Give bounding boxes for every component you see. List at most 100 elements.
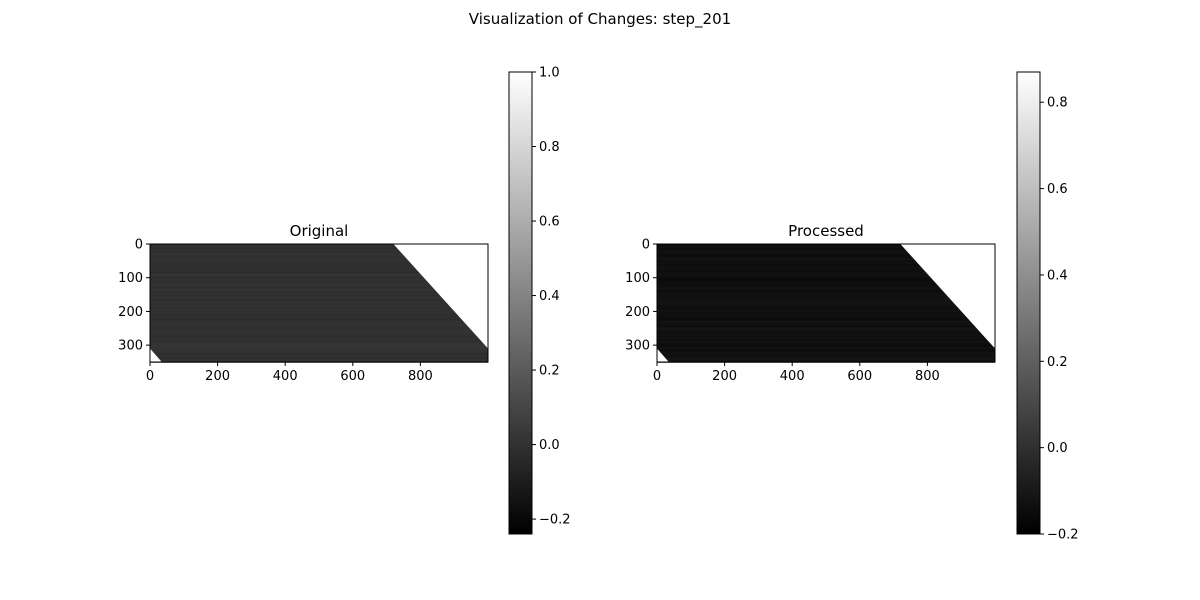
image-stripe [150, 354, 488, 357]
image-stripe [657, 303, 995, 305]
image-stripe [657, 281, 995, 284]
image-stripe [150, 281, 488, 284]
x-tick-label: 800 [408, 369, 433, 384]
x-tick-label: 400 [273, 369, 298, 384]
colorbar-tick-label: 0.2 [1047, 355, 1068, 370]
image-stripe [150, 285, 488, 288]
image-stripe [657, 324, 995, 327]
image-stripe [150, 304, 488, 307]
image-stripe [150, 257, 488, 260]
colorbar-tick-label: 0.6 [539, 215, 560, 230]
image-stripe [657, 316, 995, 319]
image-stripe [150, 297, 488, 300]
image-stripe [657, 335, 995, 338]
image-stripe [657, 330, 995, 332]
image-stripe [657, 337, 995, 339]
image-stripe [657, 270, 995, 273]
image-stripe [657, 289, 995, 292]
image-stripe [150, 299, 488, 301]
colorbar-tick-label: 0.8 [539, 140, 560, 155]
image-stripe [150, 279, 488, 281]
panel-original: Original 0 200 400 600 800 0 100 200 300 −0.2 0.0 0.… [118, 66, 571, 535]
image-stripe [657, 293, 995, 296]
image-stripe [150, 314, 488, 316]
colorbar-tick-label: −0.2 [539, 513, 571, 528]
image-stripe [657, 350, 995, 353]
image-stripe [150, 275, 488, 277]
image-stripe [150, 254, 488, 257]
panel-title: Processed [788, 222, 864, 240]
image-stripe [150, 288, 488, 291]
image-stripe [657, 272, 995, 274]
image-stripe [150, 316, 488, 319]
image-stripe [150, 320, 488, 323]
image-stripe [657, 342, 995, 345]
image-stripe [150, 342, 488, 345]
image-stripe [150, 265, 488, 268]
image-stripe [150, 328, 488, 331]
image-stripe [150, 319, 488, 322]
panel-title: Original [290, 222, 349, 240]
x-tick-label: 200 [205, 369, 230, 384]
image-stripe [150, 280, 488, 283]
image-stripe [150, 248, 488, 250]
image-stripe [150, 258, 488, 261]
image-stripe [150, 245, 488, 247]
colorbar-tick-label: 0.6 [1047, 182, 1068, 197]
image-stripe [657, 299, 995, 301]
image-stripe [150, 349, 488, 351]
image-stripe [150, 287, 488, 289]
image-stripe [150, 253, 488, 256]
colorbar-tick-label: −0.2 [1047, 528, 1079, 543]
image-stripe [150, 273, 488, 276]
image-bottom-left-triangle [657, 348, 669, 362]
image-stripe [150, 293, 488, 296]
image-stripe [150, 339, 488, 342]
image-stripe [150, 346, 488, 349]
image-stripe [657, 353, 995, 355]
image-stripe [657, 341, 995, 343]
image-stripe [150, 252, 488, 254]
image-stripe [657, 355, 995, 358]
image-stripe [150, 315, 488, 318]
image-stripe [150, 295, 488, 297]
y-tick-label: 200 [118, 305, 143, 320]
colorbar [508, 71, 533, 535]
image-stripe [657, 310, 995, 312]
image-stripe [657, 250, 995, 253]
image-stripe [657, 283, 995, 285]
image-stripe [657, 256, 995, 258]
image-stripe [150, 345, 488, 347]
image-stripe [657, 351, 995, 354]
image-stripe [657, 297, 995, 300]
image-stripe [657, 288, 995, 291]
image-stripe [150, 284, 488, 287]
image-stripe [657, 331, 995, 334]
image-stripe [150, 292, 488, 295]
image-stripe [657, 287, 995, 289]
image-stripe [657, 252, 995, 254]
image-stripe [657, 347, 995, 350]
image-stripe [150, 353, 488, 355]
image-stripe [150, 249, 488, 252]
image-stripe [657, 285, 995, 288]
image-stripe [150, 326, 488, 328]
image-stripe [657, 315, 995, 318]
image-stripe [150, 322, 488, 324]
image-stripe [150, 260, 488, 262]
image-stripe [150, 337, 488, 339]
image-stripe [657, 246, 995, 249]
image-stripe [150, 335, 488, 338]
image-stripe [657, 343, 995, 346]
image-stripe [150, 312, 488, 315]
image-stripe [657, 264, 995, 266]
image-stripe [150, 301, 488, 304]
image-stripe [657, 273, 995, 276]
image-stripe [150, 359, 488, 362]
colorbar [1016, 71, 1041, 535]
colorbar-tick-label: 0.2 [539, 364, 560, 379]
image-stripe [150, 246, 488, 249]
image-top-right-triangle [900, 244, 995, 349]
image-stripe [150, 261, 488, 264]
